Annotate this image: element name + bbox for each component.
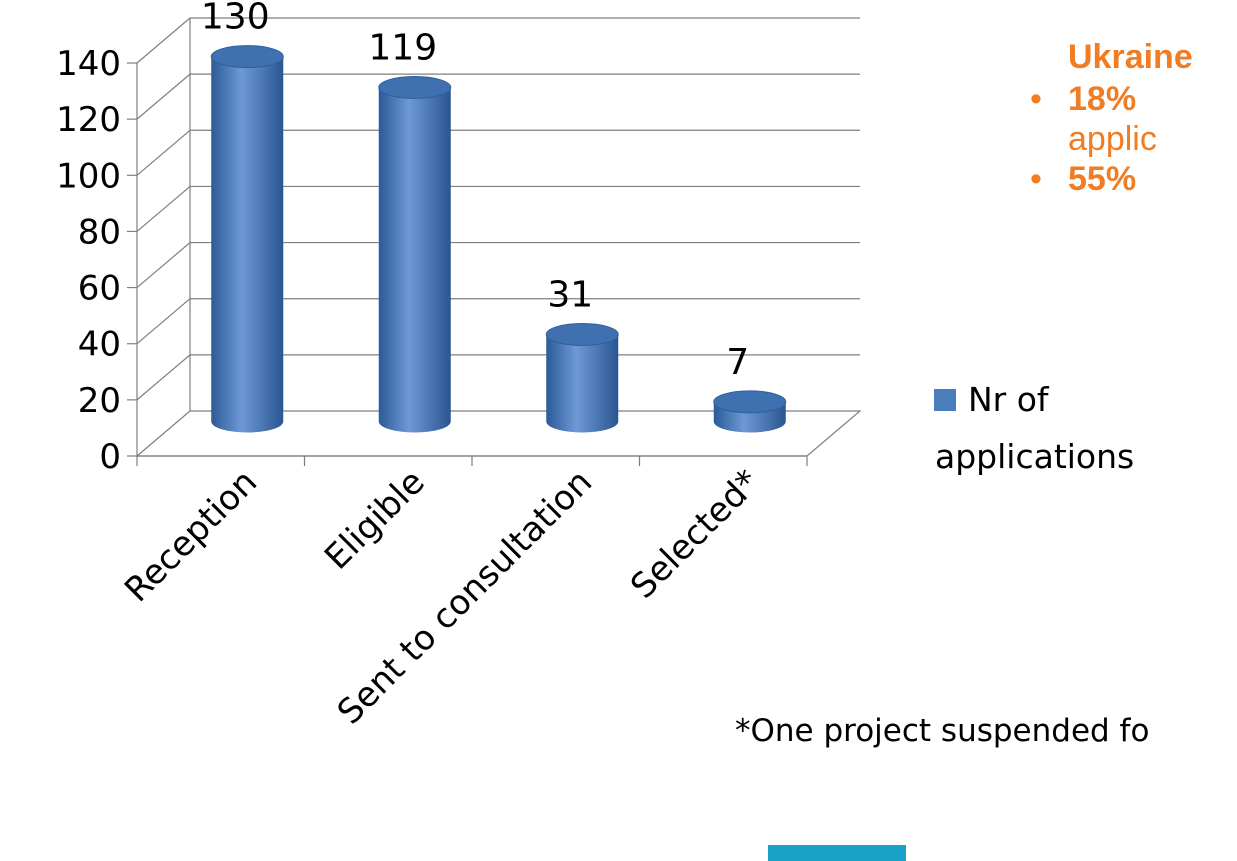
legend-label-line1: Nr of <box>968 380 1050 419</box>
y-tick-label: 60 <box>78 269 121 309</box>
data-label: 130 <box>201 0 270 38</box>
y-axis-ticks: 0 20 40 60 80 100 120 140 <box>56 44 137 477</box>
y-tick-label: 40 <box>78 325 121 365</box>
bars <box>210 45 787 433</box>
bullet-2: • <box>1030 160 1042 198</box>
side-item-2-strong: 55% <box>1068 160 1137 198</box>
bar-2 <box>378 75 452 433</box>
side-item-2: • 55% <box>1030 159 1237 199</box>
gridline-side <box>136 185 191 232</box>
bar-top <box>545 322 619 346</box>
axes <box>136 455 808 466</box>
data-label: 31 <box>547 274 593 315</box>
side-item-1: • 18% <box>1030 79 1237 119</box>
decorative-bar <box>768 845 906 861</box>
y-tick-label: 20 <box>78 381 121 421</box>
side-item-1-line2: applic <box>1068 120 1157 158</box>
gridline-side <box>136 354 191 401</box>
bar-3 <box>545 322 619 433</box>
side-panel: Ukraine • 18% applic • 55% <box>1030 38 1237 199</box>
y-tick-label: 140 <box>56 44 121 84</box>
y-tick-label: 0 <box>99 437 121 477</box>
legend-label-line2: applications <box>935 437 1134 476</box>
y-tick-label: 120 <box>56 100 121 140</box>
bar-top <box>378 75 452 99</box>
bar-top <box>210 45 284 69</box>
gridline-side <box>136 242 191 289</box>
bar-body <box>211 56 284 433</box>
x-tick-label: Eligible <box>317 462 433 578</box>
y-tick-label: 80 <box>78 212 121 252</box>
footnote: *One project suspended fo <box>735 713 1150 749</box>
data-label: 7 <box>726 342 749 383</box>
bullet-1: • <box>1030 80 1042 118</box>
side-heading: Ukraine <box>1068 38 1193 76</box>
gridline-side <box>136 129 191 176</box>
legend: Nr of applications <box>934 380 1134 476</box>
y-tick-label: 100 <box>56 156 121 196</box>
gridlines <box>136 17 860 401</box>
side-item-1-strong: 18% <box>1068 80 1137 118</box>
bar-4 <box>713 390 787 433</box>
gridline-side <box>136 298 191 345</box>
legend-swatch <box>934 389 956 411</box>
bar-body <box>546 334 619 433</box>
bar-top <box>713 390 787 414</box>
bar-1 <box>210 45 284 433</box>
x-tick-label: Reception <box>117 462 265 610</box>
x-tick-label: Selected* <box>623 462 768 607</box>
data-labels: 130 119 31 7 <box>201 0 749 383</box>
gridline-side <box>136 17 191 64</box>
bar-body <box>378 87 451 433</box>
data-label: 119 <box>368 27 437 68</box>
gridline-side <box>136 73 191 120</box>
